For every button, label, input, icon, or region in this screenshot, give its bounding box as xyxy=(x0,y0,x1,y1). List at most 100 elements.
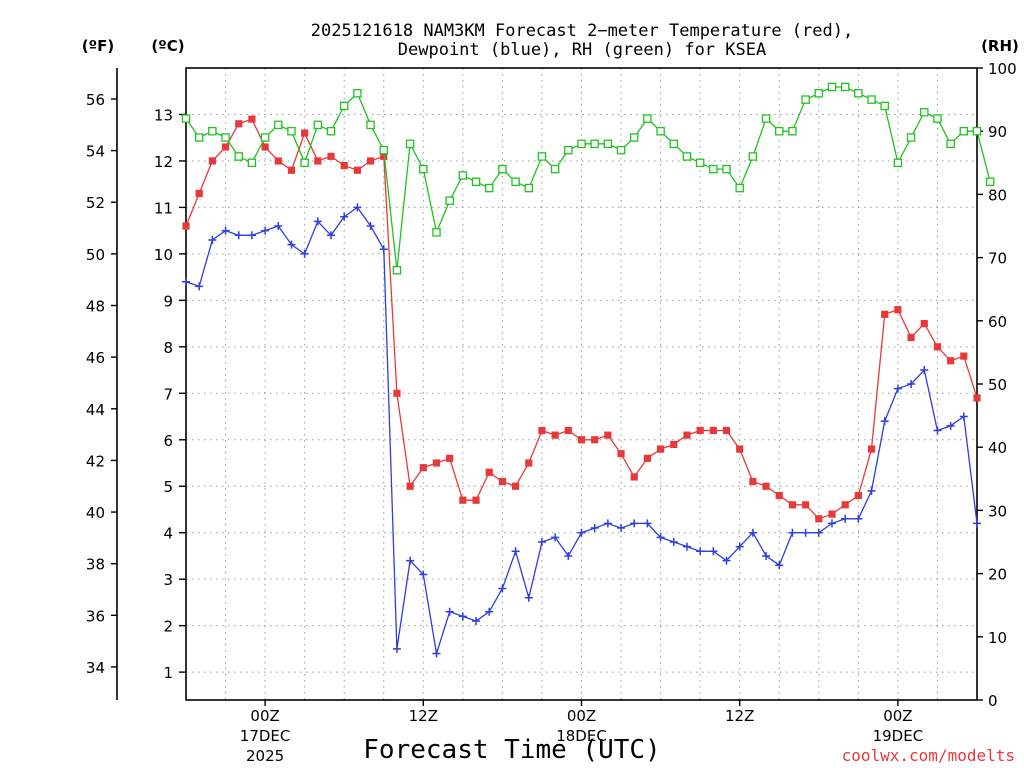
temperature-point xyxy=(775,491,783,500)
dewpoint-point xyxy=(814,528,823,537)
dewpoint-point xyxy=(669,538,678,546)
celsius-unit-label: (ºC) xyxy=(151,37,184,55)
rh-point xyxy=(247,158,257,168)
celsius-tick-label: 5 xyxy=(163,478,173,496)
dewpoint-point xyxy=(590,524,599,533)
dewpoint-point xyxy=(735,542,744,551)
rh-tick-label: 20 xyxy=(988,566,1007,584)
temperature-point xyxy=(353,166,361,174)
fahrenheit-tick-label: 50 xyxy=(86,246,105,264)
temperature-point xyxy=(683,431,691,439)
dewpoint-point xyxy=(221,226,230,235)
celsius-tick-label: 7 xyxy=(163,385,173,403)
rh-point xyxy=(933,114,942,123)
rh-point xyxy=(867,95,876,104)
celsius-tick-label: 13 xyxy=(154,106,173,124)
dewpoint-point xyxy=(353,203,362,212)
dewpoint-point xyxy=(946,421,955,430)
rh-point xyxy=(722,164,731,174)
temperature-point xyxy=(749,477,757,486)
dewpoint-line xyxy=(185,206,978,654)
temperature-point xyxy=(446,454,454,462)
x-tick-year-label: 2025 xyxy=(246,747,284,765)
chart-title-line-1: 2025121618 NAM3KM Forecast 2−meter Tempe… xyxy=(311,21,853,41)
dewpoint-point xyxy=(274,222,283,230)
dewpoint-point xyxy=(261,226,270,235)
rh-tick-label: 50 xyxy=(988,376,1007,394)
rh-point xyxy=(577,139,586,149)
fahrenheit-tick-label: 46 xyxy=(86,349,105,367)
rh-point xyxy=(920,107,929,117)
temperature-point xyxy=(208,157,216,165)
fahrenheit-tick-label: 34 xyxy=(86,659,105,677)
dewpoint-point xyxy=(327,231,336,240)
dewpoint-point xyxy=(577,528,586,537)
temperature-point xyxy=(736,445,744,453)
dewpoint-point xyxy=(801,528,810,537)
rh-point xyxy=(287,126,296,136)
dewpoint-point xyxy=(511,547,520,556)
temperature-point xyxy=(960,352,968,360)
temperature-point xyxy=(432,459,441,467)
rh-point xyxy=(511,177,520,187)
temperature-point xyxy=(182,222,190,230)
x-tick-date-label: 18DEC xyxy=(556,727,607,745)
temperature-point xyxy=(894,306,902,314)
temperature-point xyxy=(274,157,282,165)
temperature-point xyxy=(327,152,335,160)
rh-point xyxy=(405,139,415,149)
dewpoint-point xyxy=(340,212,349,221)
dewpoint-point xyxy=(182,277,190,286)
rh-point xyxy=(735,183,744,193)
rh-tick-label: 100 xyxy=(988,60,1017,78)
x-tick-label: 12Z xyxy=(725,707,754,725)
dewpoint-point xyxy=(617,524,626,533)
watermark: coolwx.com/modelts xyxy=(842,746,1015,765)
temperature-point xyxy=(933,343,942,351)
dewpoint-point xyxy=(880,417,889,426)
dewpoint-point xyxy=(709,547,718,556)
dewpoint-point xyxy=(893,384,902,393)
celsius-tick-label: 1 xyxy=(163,664,173,682)
temperature-point xyxy=(551,431,559,439)
temperature-point xyxy=(973,394,981,402)
data-series xyxy=(181,82,995,658)
x-tick-label: 00Z xyxy=(250,707,279,725)
fahrenheit-tick-label: 38 xyxy=(86,556,105,574)
rh-tick-label: 60 xyxy=(988,313,1007,331)
temperature-point xyxy=(459,496,467,504)
temperature-point xyxy=(301,129,309,137)
dewpoint-point xyxy=(841,514,850,523)
rh-point xyxy=(208,126,217,136)
celsius-tick-label: 9 xyxy=(163,292,173,310)
dewpoint-point xyxy=(419,570,428,579)
rh-point xyxy=(814,89,824,98)
temperature-point xyxy=(287,166,296,174)
dewpoint-point xyxy=(656,533,665,542)
rh-point xyxy=(432,228,441,237)
dewpoint-point xyxy=(432,649,441,658)
x-tick-date-label: 19DEC xyxy=(873,727,924,745)
temperature-point xyxy=(393,389,401,397)
dewpoint-point xyxy=(524,593,533,602)
fahrenheit-tick-label: 56 xyxy=(86,91,105,109)
dewpoint-point xyxy=(933,426,942,435)
temperature-point xyxy=(221,143,230,151)
rh-point xyxy=(300,158,309,168)
temperature-point xyxy=(314,157,322,165)
rh-tick-label: 10 xyxy=(988,629,1007,647)
rh-tick-label: 0 xyxy=(988,692,998,710)
x-tick-label: 00Z xyxy=(567,707,596,725)
temperature-point xyxy=(525,459,533,467)
dewpoint-point xyxy=(195,282,204,291)
fahrenheit-tick-label: 48 xyxy=(86,298,105,316)
temperature-point xyxy=(802,501,810,509)
rh-point xyxy=(260,133,270,142)
temperature-point xyxy=(340,161,348,170)
temperature-point xyxy=(920,319,928,328)
rh-point xyxy=(498,164,507,174)
rh-point xyxy=(458,171,468,180)
temperature-point xyxy=(511,482,520,490)
rh-point xyxy=(985,177,995,187)
